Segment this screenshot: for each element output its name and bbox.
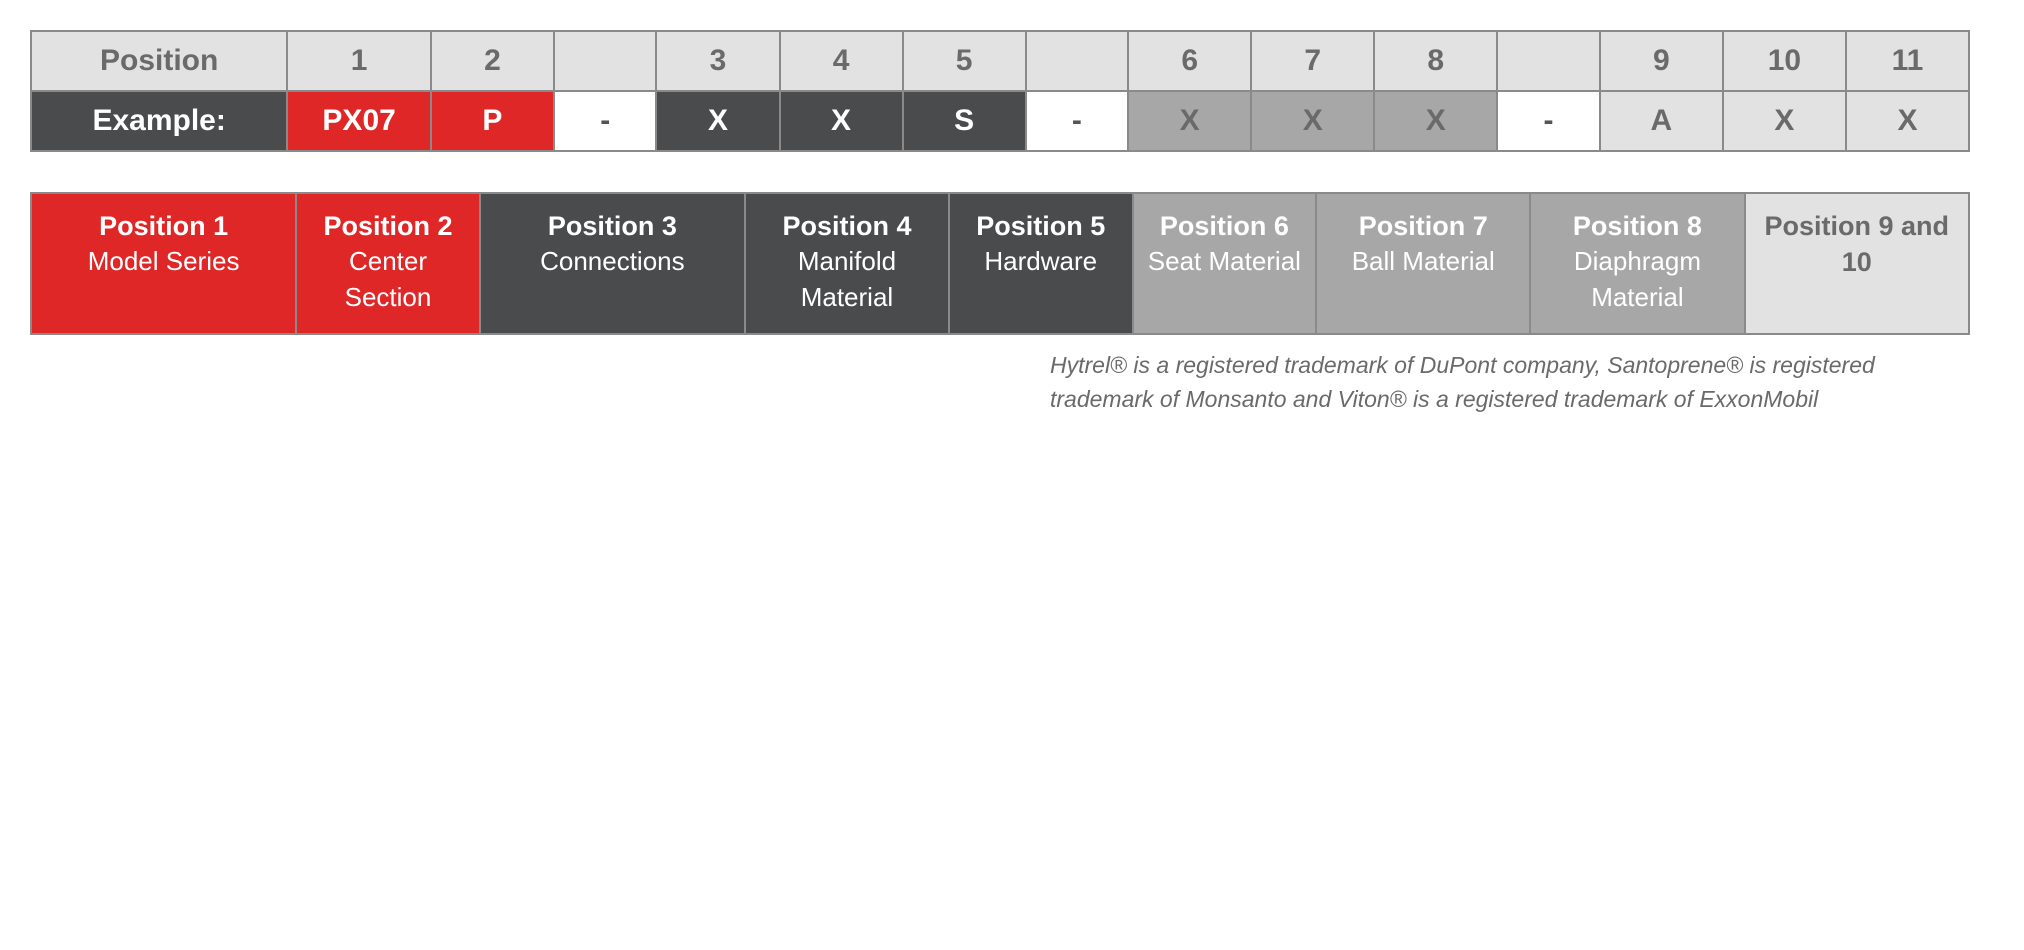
row2-cell: X (780, 91, 903, 151)
row1-cell: 7 (1251, 31, 1374, 91)
row2-cell: - (554, 91, 657, 151)
row2-cell: X (1374, 91, 1497, 151)
row2-cell: X (656, 91, 779, 151)
detail-col-header: Position 7Ball Material (1316, 193, 1530, 334)
row1-cell (554, 31, 657, 91)
detail-col-header: Position 6Seat Material (1133, 193, 1317, 334)
row1-cell: 11 (1846, 31, 1969, 91)
row1-cell: 9 (1600, 31, 1723, 91)
detail-col-header: Position 1Model Series (31, 193, 296, 334)
position-detail-table: Position 1Model SeriesPosition 2Center S… (30, 192, 1970, 334)
row2-cell: - (1497, 91, 1600, 151)
row2-cell: P (431, 91, 554, 151)
row2-cell: X (1251, 91, 1374, 151)
row2-cell: - (1026, 91, 1129, 151)
example-row: Example:PX07P-XXS-XXX-AXX (31, 91, 1969, 151)
row2-cell: X (1128, 91, 1251, 151)
row1-cell: 2 (431, 31, 554, 91)
detail-col-header: Position 9 and 10 (1745, 193, 1969, 334)
detail-col-header: Position 5Hardware (949, 193, 1133, 334)
trademark-footnote: Hytrel® is a registered trademark of DuP… (1050, 348, 1970, 417)
row1-label: Position (31, 31, 287, 91)
row2-cell: PX07 (287, 91, 431, 151)
row1-cell: 8 (1374, 31, 1497, 91)
row1-cell: 3 (656, 31, 779, 91)
row1-cell: 5 (903, 31, 1026, 91)
position-row: Position12 345 678 91011 (31, 31, 1969, 91)
row2-label: Example: (31, 91, 287, 151)
row2-cell: S (903, 91, 1026, 151)
row1-cell (1497, 31, 1600, 91)
row2-cell: X (1846, 91, 1969, 151)
position-example-table: Position1234567891011 Example:PX07P-XXS-… (30, 30, 1970, 152)
detail-col-header: Position 4Manifold Material (745, 193, 949, 334)
row1-cell: 6 (1128, 31, 1251, 91)
detail-header-row: Position 1Model SeriesPosition 2Center S… (31, 193, 1969, 334)
detail-col-header: Position 2Center Section (296, 193, 480, 334)
row2-cell: A (1600, 91, 1723, 151)
row1-cell: 4 (780, 31, 903, 91)
row1-cell (1026, 31, 1129, 91)
row1-cell: 10 (1723, 31, 1846, 91)
detail-col-header: Position 3Connections (480, 193, 745, 334)
row2-cell: X (1723, 91, 1846, 151)
row1-cell: 1 (287, 31, 431, 91)
detail-col-header: Position 8Diaphragm Material (1530, 193, 1744, 334)
